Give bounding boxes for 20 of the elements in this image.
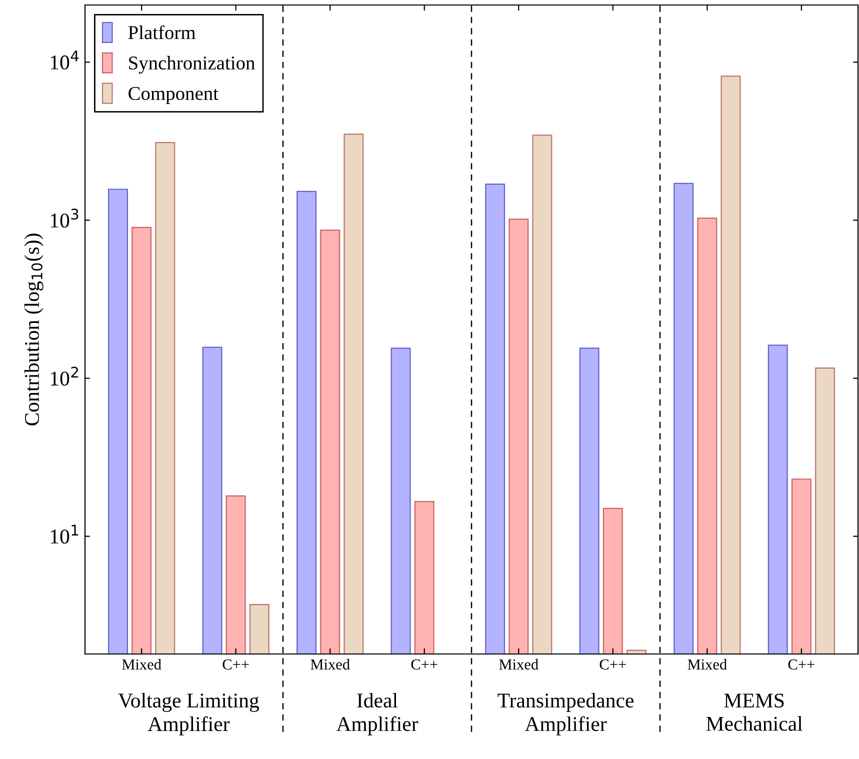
y-tick-label: 10$^{2}$ bbox=[50, 366, 78, 386]
legend-label: Component bbox=[128, 86, 218, 104]
x-tick-label: C++ bbox=[222, 659, 249, 670]
text: Transimpedance Amplifier bbox=[498, 692, 634, 736]
x-tick-label: Mixed bbox=[310, 658, 350, 670]
x-tick-label: Mixed bbox=[499, 658, 538, 670]
x-tick-label: Mixed bbox=[688, 658, 727, 670]
x-tick-label: C++ bbox=[600, 659, 626, 670]
text: MEMS Mechanical bbox=[706, 694, 802, 731]
text: Voltage Limiting Amplifier bbox=[118, 692, 259, 736]
x-tick-label: C++ bbox=[788, 659, 814, 670]
y-tick-label: 10$^{4}$ bbox=[50, 50, 79, 70]
x-tick-label: Mixed bbox=[122, 658, 162, 670]
text: Ideal Amplifier bbox=[336, 692, 418, 736]
y-axis-title: Contribution (log$_{10}$(s)) bbox=[24, 234, 44, 426]
y-tick-label: 10$^{1}$ bbox=[50, 524, 78, 544]
x-tick-label: C++ bbox=[411, 659, 438, 670]
y-tick-label: 10$^{3}$ bbox=[50, 208, 78, 228]
legend-label: Synchronization bbox=[129, 56, 255, 74]
legend-label: Platform bbox=[128, 25, 196, 40]
